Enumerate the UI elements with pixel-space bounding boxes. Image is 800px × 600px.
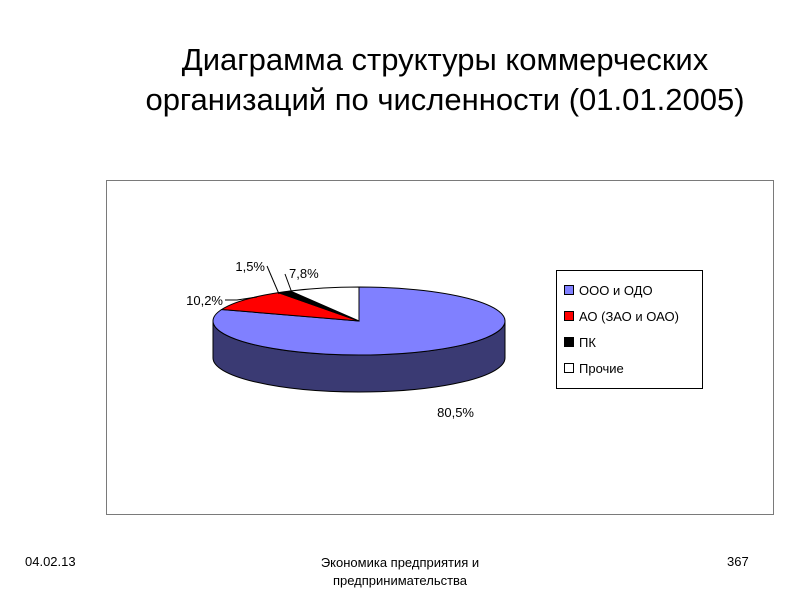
page-title: Диаграмма структуры коммерческих организ… [90,40,800,120]
chart-area: 80,5% 10,2% 1,5% 7,8% ООО и ОДО АО (ЗАО и ОА… [106,180,774,515]
slice-4-data-label: 7,8% [289,266,319,281]
legend-item: ООО и ОДО [557,277,702,303]
pie-chart: 80,5% 10,2% 1,5% 7,8% [186,259,506,420]
footer-course-title-line-1: Экономика предприятия и [320,555,480,570]
slice-3-data-label: 1,5% [235,259,265,274]
legend-label: Прочие [579,360,624,376]
slice-2-data-label: 10,2% [186,293,223,308]
slice-4-leader-line [284,273,293,294]
legend-swatch [564,337,574,347]
legend-item: АО (ЗАО и ОАО) [557,303,702,329]
legend-label: ПК [579,334,596,350]
title-line-1: Диаграмма структуры коммерческих [181,42,709,77]
footer-course-title-line-2: предпринимательства [332,573,468,588]
legend-label: ООО и ОДО [579,282,653,298]
slice-2-leader-line [225,296,258,301]
footer-course-title: Экономика предприятия и предпринимательс… [280,554,520,590]
footer-date: 04.02.13 [25,554,76,569]
slice-2-top [220,292,360,322]
legend-label: АО (ЗАО и ОАО) [579,308,679,324]
slice-4-top [288,286,360,322]
slice-1-data-label: 80,5% [437,405,474,420]
legend-item: ПК [557,329,702,355]
legend-swatch [564,311,574,321]
chart-legend: ООО и ОДО АО (ЗАО и ОАО) ПК Прочие [556,270,703,389]
legend-swatch [564,363,574,373]
slice-3-leader-line [266,265,280,295]
page-number: 367 [727,554,749,569]
legend-item: Прочие [557,355,702,381]
legend-swatch [564,285,574,295]
title-line-2: организаций по численности (01.01.2005) [145,82,745,117]
